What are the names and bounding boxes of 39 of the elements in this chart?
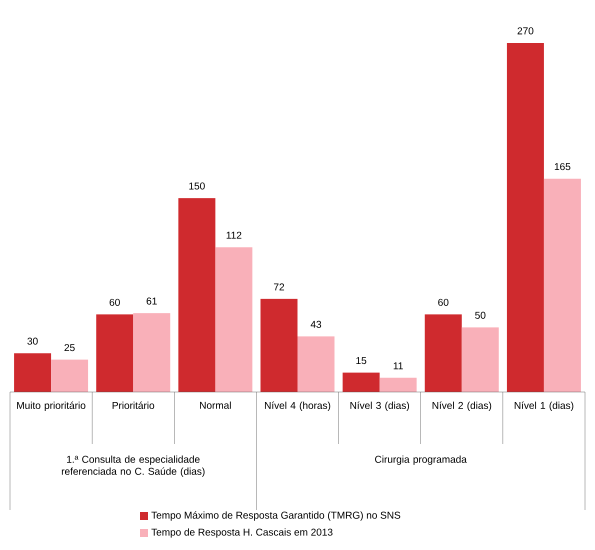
data-label: 72 xyxy=(274,283,284,290)
x-tick-label: Muito prioritário xyxy=(17,402,86,411)
bar xyxy=(96,314,134,392)
data-label: 30 xyxy=(27,338,38,345)
x-tick-label: Nível 2 (dias) xyxy=(432,402,492,411)
text: 1.ª Consulta de especialidade referenciada no C. Saúde (dias) xyxy=(62,456,205,477)
bar xyxy=(462,327,499,392)
data-label: 43 xyxy=(310,320,322,328)
x-tick-label: Nível 3 (dias) xyxy=(350,402,410,411)
bar xyxy=(215,247,252,392)
x-tick-label: Prioritário xyxy=(112,402,154,409)
bar xyxy=(178,198,216,392)
bar xyxy=(424,314,462,392)
data-label: 50 xyxy=(475,312,486,319)
data-label: 165 xyxy=(554,163,570,170)
bar xyxy=(14,353,52,392)
data-label: 11 xyxy=(394,362,403,370)
data-label: 270 xyxy=(518,27,534,34)
bar xyxy=(260,298,298,392)
data-label: 60 xyxy=(438,298,448,306)
data-label: 15 xyxy=(356,357,366,364)
data-label: 25 xyxy=(64,344,75,352)
data-label: 60 xyxy=(110,298,120,306)
bar xyxy=(51,360,88,392)
bar xyxy=(342,372,380,392)
bar xyxy=(380,378,417,392)
x-tick-label: Normal xyxy=(200,402,231,409)
bar xyxy=(544,178,581,392)
bar xyxy=(506,42,544,392)
bar xyxy=(298,336,334,392)
data-label: 61 xyxy=(146,298,157,305)
legend-label: Tempo Máximo de Resposta Garantido (TMRG) no SNS xyxy=(151,511,400,521)
data-label: 150 xyxy=(189,182,205,190)
x-tick-label: Nível 4 (horas) xyxy=(264,402,330,411)
bar xyxy=(133,313,170,392)
legend-label: Tempo de Resposta H. Cascais em 2013 xyxy=(151,528,332,538)
x-tick-label: Nível 1 (dias) xyxy=(514,402,574,411)
data-label: 112 xyxy=(226,232,242,239)
text: Cirurgia programada xyxy=(375,456,467,465)
